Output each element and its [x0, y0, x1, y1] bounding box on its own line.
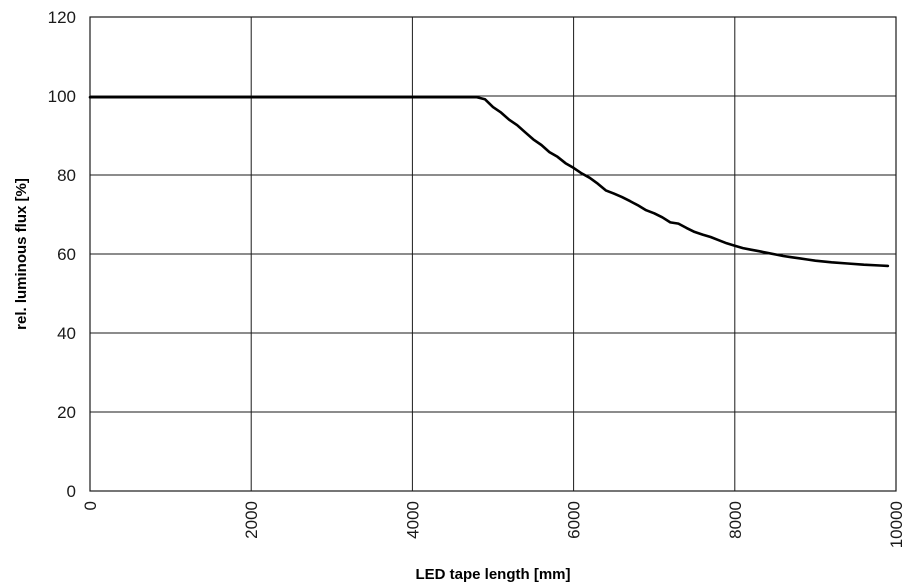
y-tick-label: 40 — [57, 324, 76, 343]
x-tick-label: 4000 — [403, 501, 422, 539]
tick-labels: 0 20 40 60 80 100 120 0 2000 4000 6000 8000 10000 — [48, 8, 906, 548]
plot-frame — [89, 16, 897, 492]
x-tick-label: 8000 — [726, 501, 745, 539]
y-tick-label: 120 — [48, 8, 76, 27]
x-tick-label: 0 — [81, 501, 100, 510]
x-tick-label: 2000 — [242, 501, 261, 539]
y-tick-label: 80 — [57, 166, 76, 185]
y-tick-label: 20 — [57, 403, 76, 422]
y-tick-label: 0 — [67, 482, 76, 501]
x-tick-label: 10000 — [887, 501, 906, 548]
x-tick-label: 6000 — [565, 501, 584, 539]
series-layer — [88, 95, 890, 268]
y-tick-label: 100 — [48, 87, 76, 106]
series-line — [88, 95, 890, 268]
x-axis-label: LED tape length [mm] — [415, 566, 570, 583]
y-tick-label: 60 — [57, 245, 76, 264]
y-axis-label: rel. luminous flux [%] — [13, 178, 30, 330]
